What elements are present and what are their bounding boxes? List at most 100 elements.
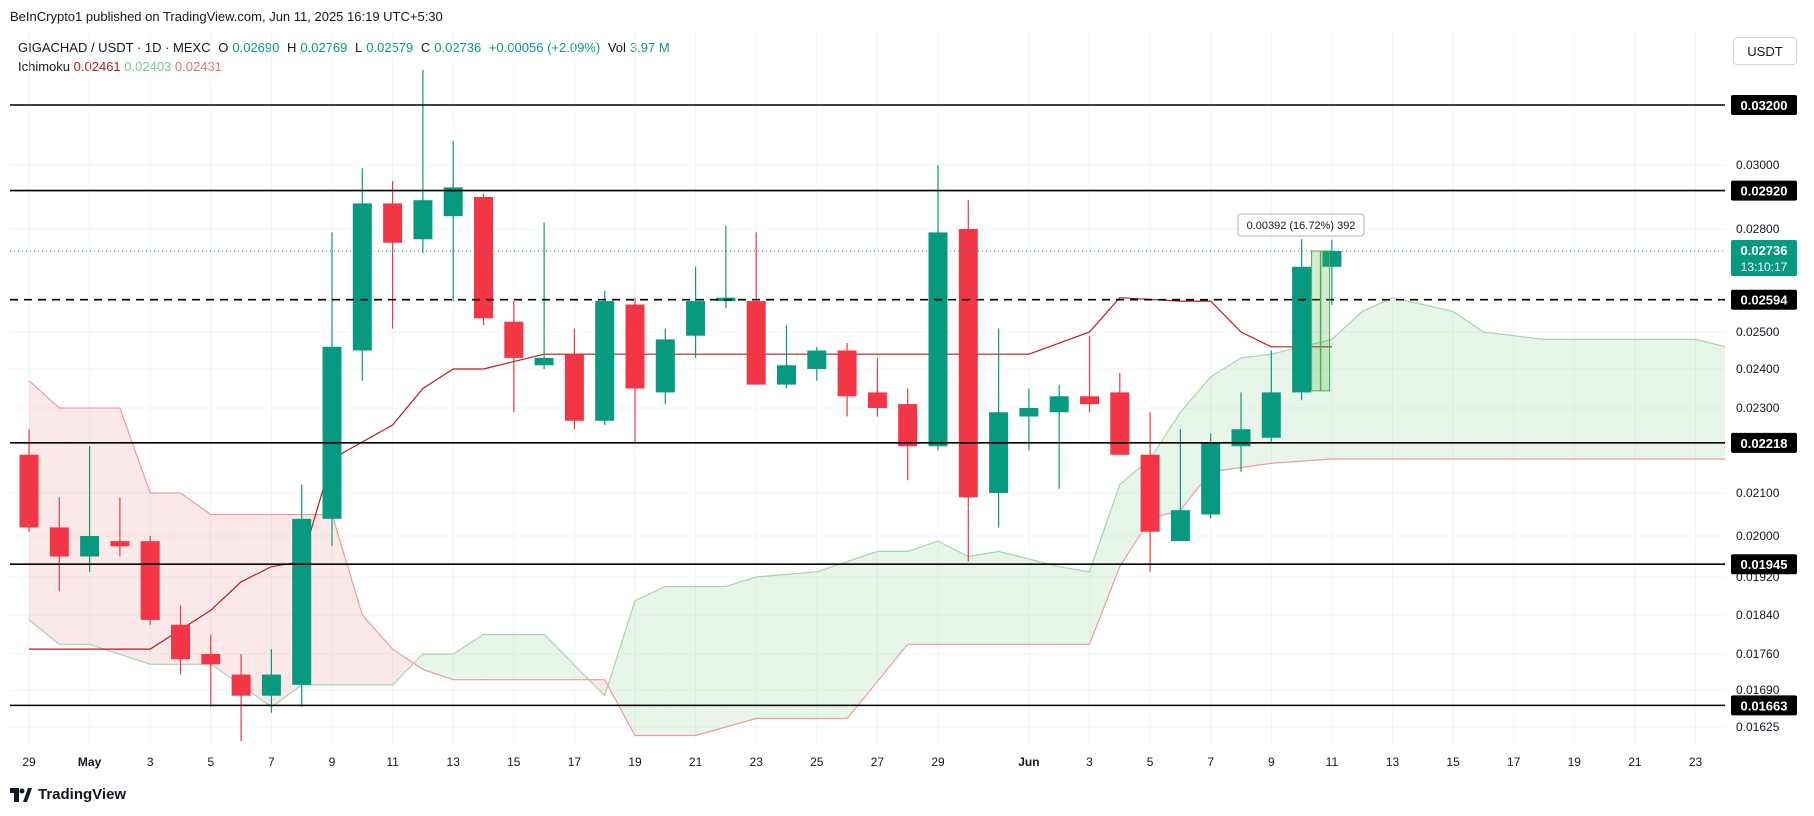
cloud-segment: [1047, 563, 1051, 645]
cloud-segment: [271, 514, 275, 708]
cloud-segment: [1037, 561, 1042, 645]
cloud-segment: [1480, 329, 1484, 459]
cloud-segment: [1053, 565, 1057, 645]
cloud-segment: [919, 546, 923, 645]
candle-body-0: [19, 454, 39, 528]
cloud-segment: [1662, 339, 1666, 459]
cloud-segment: [901, 551, 905, 652]
cloud-segment: [1604, 339, 1608, 459]
cloud-segment: [1637, 339, 1641, 459]
cloud-segment: [1759, 333, 1762, 442]
cloud-segment: [98, 408, 102, 649]
cloud-segment: [244, 514, 248, 689]
cloud-segment: [80, 408, 84, 645]
cloud-segment: [1416, 303, 1420, 459]
cloud-segment: [1692, 339, 1696, 459]
countdown-label: 13:10:17: [1741, 260, 1788, 274]
cloud-segment: [1474, 325, 1478, 459]
cloud-segment: [898, 551, 902, 655]
tradingview-logo: TradingView: [10, 786, 126, 803]
x-tick-label-8: 15: [507, 755, 521, 769]
cloud-segment: [83, 408, 87, 645]
x-tick-label-3: 5: [207, 755, 214, 769]
y-tick-label-11: 0.01625: [1736, 720, 1780, 734]
ichimoku-value-3: 0.02431: [174, 59, 222, 74]
cloud-segment: [422, 654, 426, 671]
cloud-segment: [631, 600, 635, 736]
cloud-segment: [398, 653, 402, 679]
low-value: 0.02579: [366, 40, 414, 55]
x-tick-label-2: 3: [147, 755, 154, 769]
cloud-segment: [1495, 333, 1499, 459]
cloud-segment: [1016, 555, 1020, 645]
cloud-segment: [856, 557, 860, 707]
cloud-segment: [459, 648, 463, 680]
cloud-segment: [1528, 337, 1532, 459]
cloud-segment: [1683, 339, 1687, 459]
cloud-segment: [538, 634, 542, 680]
cloud-segment: [807, 572, 811, 719]
cloud-segment: [744, 579, 748, 722]
cloud-segment: [1125, 476, 1129, 557]
cloud-segment: [728, 584, 732, 727]
cloud-segment: [1177, 412, 1181, 512]
candle-body-10: [322, 346, 342, 519]
y-tick-label-10: 0.01690: [1736, 683, 1780, 697]
cloud-segment: [834, 564, 839, 719]
cloud-segment: [828, 566, 832, 719]
cloud-segment: [1707, 342, 1711, 459]
cloud-segment: [128, 433, 133, 659]
cloud-segment: [1280, 351, 1284, 463]
cloud-segment: [725, 585, 729, 727]
cloud-segment: [1244, 357, 1248, 468]
cloud-segment: [1537, 338, 1541, 459]
cloud-segment: [201, 508, 205, 665]
cloud-segment: [89, 408, 93, 646]
cloud-segment: [392, 649, 396, 685]
open-label: O: [218, 40, 229, 55]
cloud-segment: [313, 514, 317, 685]
ichimoku-value-2: 0.02403: [124, 59, 172, 74]
cloud-segment: [177, 493, 181, 665]
senkou-span-a: [28, 297, 1725, 708]
candle-body-41: [1261, 392, 1281, 438]
cloud-segment: [971, 555, 975, 645]
currency-button[interactable]: USDT: [1733, 37, 1797, 65]
x-tick-label-24: 17: [1507, 755, 1521, 769]
cloud-segment: [647, 593, 651, 736]
current-price-box: [1731, 239, 1797, 276]
cloud-segment: [568, 658, 572, 680]
cloud-segment: [862, 555, 866, 699]
y-tick-label-1: 0.02800: [1736, 222, 1780, 236]
cloud-segment: [92, 408, 96, 647]
cloud-segment: [1756, 332, 1759, 442]
cloud-segment: [707, 586, 711, 733]
candle-body-5: [171, 624, 190, 660]
cloud-segment: [659, 587, 663, 736]
cloud-segment: [359, 605, 363, 685]
cloud-segment: [616, 646, 620, 708]
cloud-segment: [1444, 309, 1448, 459]
cloud-segment: [1456, 313, 1460, 459]
cloud-segment: [513, 634, 517, 680]
cloud-segment: [1434, 307, 1438, 459]
cloud-segment: [677, 586, 681, 736]
cloud-segment: [192, 501, 196, 665]
candle-body-3: [110, 541, 130, 547]
cloud-segment: [992, 551, 996, 645]
cloud-segment: [462, 646, 466, 680]
cloud-segment: [895, 551, 899, 659]
cloud-segment: [325, 514, 329, 685]
price-chart[interactable]: 0.00392 (16.72%) 392 0.03000 0.02800 0.0250…: [0, 0, 1814, 780]
cloud-segment: [544, 634, 548, 680]
cloud-segment: [280, 514, 284, 701]
cloud-segment: [671, 586, 675, 736]
cloud-segment: [1122, 479, 1126, 562]
cloud-segment: [1565, 339, 1569, 459]
level-label-2: 0.02594: [1741, 293, 1789, 308]
cloud-segment: [425, 654, 429, 672]
change-value: +0.00056 (+2.09%): [488, 40, 601, 55]
cloud-segment: [1350, 319, 1354, 459]
cloud-segment: [704, 586, 708, 733]
cloud-segment: [962, 553, 966, 645]
